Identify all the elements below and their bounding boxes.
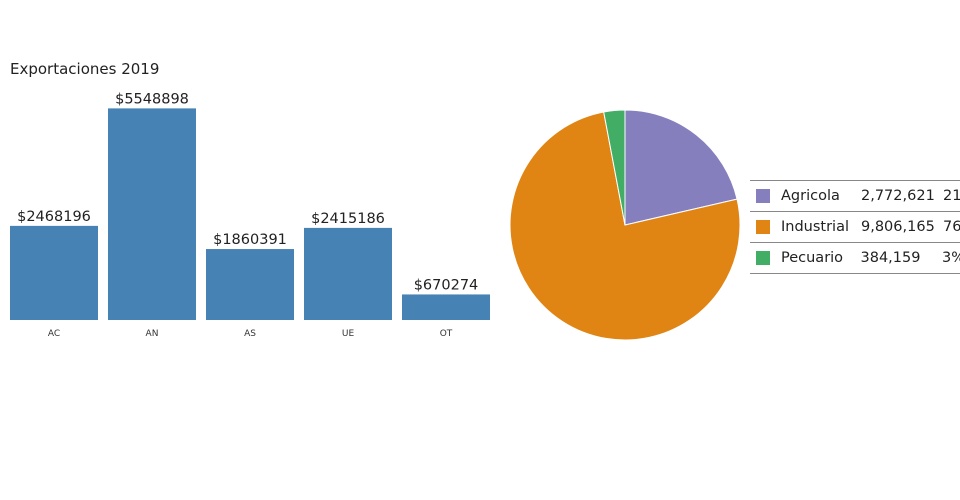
bar-chart: $2468196 AC $5548898 AN $1860391 AS $2415186 UE…: [10, 91, 490, 339]
legend-value: 384,159: [860, 250, 921, 266]
bar-data-label: $2468196: [17, 209, 91, 225]
bar-ac: [10, 225, 98, 320]
bar-data-label: $2415186: [311, 211, 385, 227]
bar-an: [108, 108, 196, 320]
legend-percent: 76: [943, 219, 960, 235]
legend-percent: 21: [943, 188, 960, 204]
chart-title: Exportaciones 2019: [10, 60, 160, 78]
legend-swatch-pecuario: [756, 251, 770, 265]
bar-data-label: $670274: [414, 277, 479, 293]
bar-ot: [402, 294, 490, 320]
bar-data-label: $1860391: [213, 232, 287, 248]
x-tick-label: OT: [440, 329, 453, 339]
x-tick-label: AC: [48, 329, 60, 339]
pie-legend: Agricola 2,772,621 21 Industrial 9,806,1…: [750, 180, 960, 274]
legend-swatch-agricola: [756, 189, 770, 203]
legend-row-pecuario[interactable]: Pecuario 384,159 3%: [750, 243, 960, 274]
x-tick-label: UE: [342, 329, 355, 339]
legend-row-agricola[interactable]: Agricola 2,772,621 21: [750, 181, 960, 212]
bar-as: [206, 249, 294, 320]
legend-label: Industrial: [781, 219, 850, 235]
pie-slice-agricola: [624, 109, 738, 226]
x-tick-label: AS: [244, 329, 256, 339]
x-tick-label: AN: [146, 329, 159, 339]
pie-slice-pecuario: [603, 109, 626, 226]
pie-slice-industrial: [509, 111, 741, 341]
legend-label: Pecuario: [781, 250, 844, 266]
legend-value: 9,806,165: [861, 219, 935, 235]
legend-swatch-industrial: [756, 220, 770, 234]
legend-percent: 3%: [941, 250, 960, 266]
legend-label: Agricola: [781, 188, 840, 204]
legend-value: 2,772,621: [861, 188, 935, 204]
bar-data-label: $5548898: [115, 91, 189, 107]
legend-row-industrial[interactable]: Industrial 9,806,165 76: [750, 212, 960, 243]
bar-ue: [304, 227, 392, 320]
